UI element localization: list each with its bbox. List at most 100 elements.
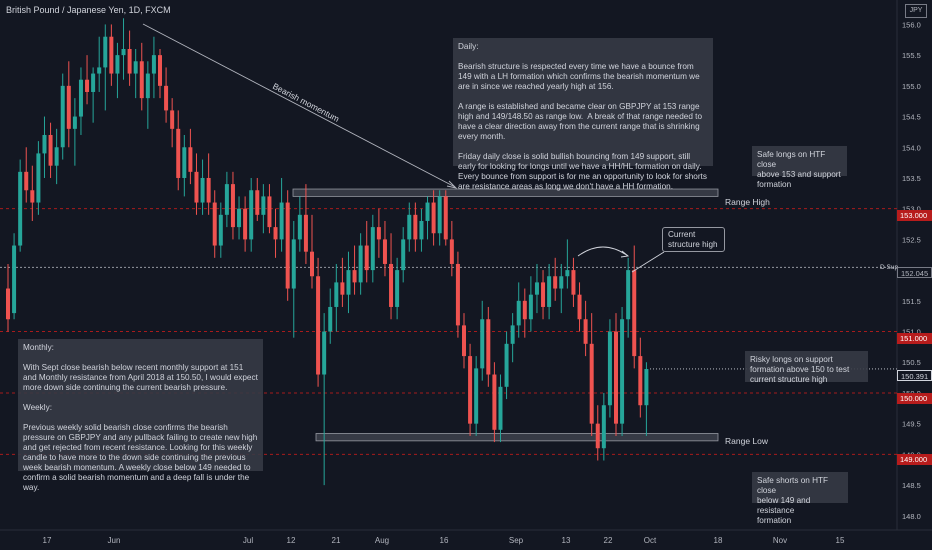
range-zone[interactable] xyxy=(315,433,719,442)
candle-body[interactable] xyxy=(577,294,582,320)
currency-badge[interactable]: JPY xyxy=(905,4,927,18)
candle-body[interactable] xyxy=(528,294,533,320)
candle-body[interactable] xyxy=(340,282,345,295)
candle-body[interactable] xyxy=(626,270,631,320)
candle-body[interactable] xyxy=(310,251,314,277)
candle-body[interactable] xyxy=(358,245,363,283)
candle-body[interactable] xyxy=(632,270,637,357)
candle-body[interactable] xyxy=(6,288,10,320)
candle-body[interactable] xyxy=(571,270,576,295)
candle-body[interactable] xyxy=(285,202,290,289)
candle-body[interactable] xyxy=(218,214,223,246)
monthly-weekly-analysis-note[interactable]: Monthly: With Sept close bearish below r… xyxy=(18,339,263,492)
daily-analysis-note[interactable]: Daily: Bearish structure is respected ev… xyxy=(453,38,713,191)
candle-body[interactable] xyxy=(498,386,503,430)
candle-body[interactable] xyxy=(407,214,412,240)
candle-body[interactable] xyxy=(492,374,497,430)
candle-body[interactable] xyxy=(127,48,132,74)
candle-body[interactable] xyxy=(316,276,321,375)
candle-body[interactable] xyxy=(382,239,387,264)
candle-body[interactable] xyxy=(589,343,594,424)
candle-body[interactable] xyxy=(109,36,114,74)
candle-body[interactable] xyxy=(72,116,77,129)
candle-body[interactable] xyxy=(182,147,187,178)
candle-body[interactable] xyxy=(103,36,108,68)
candle-body[interactable] xyxy=(194,171,199,203)
range-zone[interactable] xyxy=(292,188,719,197)
candle-body[interactable] xyxy=(78,79,83,117)
candle-body[interactable] xyxy=(91,73,96,92)
candle-body[interactable] xyxy=(261,196,266,215)
candle-body[interactable] xyxy=(352,270,357,283)
candle-body[interactable] xyxy=(133,61,138,74)
candle-body[interactable] xyxy=(212,202,217,246)
candle-body[interactable] xyxy=(425,202,430,221)
candle-body[interactable] xyxy=(121,48,126,56)
candle-body[interactable] xyxy=(431,202,436,234)
candle-body[interactable] xyxy=(279,202,284,240)
candle-body[interactable] xyxy=(516,300,521,326)
candle-body[interactable] xyxy=(237,208,242,228)
candle-body[interactable] xyxy=(12,245,17,314)
candle-body[interactable] xyxy=(151,55,156,74)
candle-body[interactable] xyxy=(583,319,588,344)
candle-body[interactable] xyxy=(60,85,65,148)
candle-body[interactable] xyxy=(42,134,47,154)
candle-body[interactable] xyxy=(176,128,181,178)
candle-body[interactable] xyxy=(297,214,302,240)
candle-body[interactable] xyxy=(24,171,29,191)
safe-shorts-note[interactable]: Safe shorts on HTF close below 149 and r… xyxy=(752,472,848,525)
candle-body[interactable] xyxy=(620,319,625,424)
candle-body[interactable] xyxy=(66,85,71,129)
candle-body[interactable] xyxy=(291,239,296,289)
candle-body[interactable] xyxy=(303,214,308,252)
candle-body[interactable] xyxy=(206,177,211,203)
candle-body[interactable] xyxy=(644,368,649,406)
candle-body[interactable] xyxy=(534,282,539,295)
candle-body[interactable] xyxy=(273,227,278,240)
candle-body[interactable] xyxy=(510,325,515,344)
candle-body[interactable] xyxy=(170,110,175,129)
candle-body[interactable] xyxy=(486,319,491,375)
candle-body[interactable] xyxy=(85,79,90,92)
candle-body[interactable] xyxy=(328,306,333,332)
risky-longs-note[interactable]: Risky longs on support formation above 1… xyxy=(745,351,868,384)
candle-body[interactable] xyxy=(18,171,23,246)
candle-body[interactable] xyxy=(364,245,369,271)
candle-body[interactable] xyxy=(145,73,150,99)
candle-body[interactable] xyxy=(595,423,600,449)
current-structure-high-callout[interactable]: Current structure high xyxy=(662,227,725,252)
candle-body[interactable] xyxy=(97,67,102,74)
candle-body[interactable] xyxy=(443,196,448,240)
candle-body[interactable] xyxy=(474,368,479,424)
candle-body[interactable] xyxy=(449,239,454,264)
candle-body[interactable] xyxy=(614,331,618,424)
candle-body[interactable] xyxy=(541,282,546,307)
candle-body[interactable] xyxy=(370,227,375,271)
candle-body[interactable] xyxy=(462,325,466,357)
candle-body[interactable] xyxy=(389,263,394,307)
candle-body[interactable] xyxy=(322,331,327,375)
candle-body[interactable] xyxy=(455,263,460,326)
candle-body[interactable] xyxy=(565,270,570,277)
bearish-momentum-arrow[interactable] xyxy=(142,23,456,188)
candle-body[interactable] xyxy=(334,282,339,307)
candle-body[interactable] xyxy=(164,85,169,111)
candle-body[interactable] xyxy=(36,153,41,203)
candle-body[interactable] xyxy=(553,276,558,289)
candle-body[interactable] xyxy=(54,147,59,166)
candle-body[interactable] xyxy=(267,196,272,228)
candle-body[interactable] xyxy=(468,356,473,424)
candle-body[interactable] xyxy=(346,270,351,295)
candle-body[interactable] xyxy=(547,276,552,307)
candle-body[interactable] xyxy=(158,55,162,86)
candle-body[interactable] xyxy=(255,190,260,215)
candle-body[interactable] xyxy=(188,147,193,172)
candle-body[interactable] xyxy=(559,276,564,289)
candle-body[interactable] xyxy=(115,55,120,74)
candle-body[interactable] xyxy=(638,356,643,406)
candle-body[interactable] xyxy=(30,190,35,203)
candle-body[interactable] xyxy=(200,177,205,203)
candle-body[interactable] xyxy=(413,214,418,240)
candle-body[interactable] xyxy=(395,270,400,307)
